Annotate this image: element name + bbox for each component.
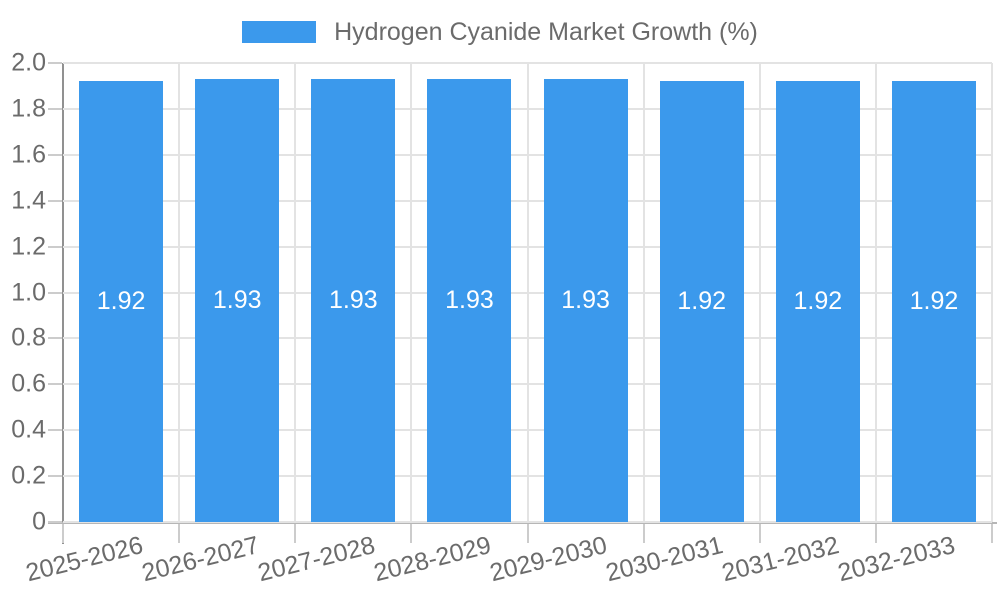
y-tick-mark [48,475,62,478]
x-tick-label: 2026-2027 [138,531,262,588]
y-tick-label: 0.4 [11,415,46,444]
y-tick-mark [48,521,62,523]
x-tick-mark [642,524,645,543]
x-tick-mark [526,524,529,543]
y-tick-label: 1.6 [11,140,46,169]
bar[interactable]: 1.93 [427,79,512,522]
v-gridline [526,63,529,522]
bar-value-label: 1.92 [909,287,959,316]
x-tick-mark [874,524,877,543]
y-tick-label: 1.4 [11,186,46,215]
bar-value-label: 1.93 [212,286,262,315]
bar-value-label: 1.92 [677,287,727,316]
v-gridline [178,63,181,522]
y-tick-mark [48,107,62,110]
bar-value-label: 1.93 [561,286,610,315]
legend-label[interactable]: Hydrogen Cyanide Market Growth (%) [334,17,758,46]
x-tick-mark [62,524,64,543]
y-tick-mark [48,62,62,64]
v-gridline [642,63,645,522]
bar[interactable]: 1.93 [195,79,280,522]
x-axis-line [48,522,997,524]
y-tick-label: 1.8 [11,94,46,123]
bar[interactable]: 1.92 [79,81,164,522]
bar-value-label: 1.93 [328,286,378,315]
y-tick-label: 0.2 [11,461,46,490]
y-axis-line [62,63,64,544]
plot-area: 1.92 1.93 1.93 1.93 1.93 1.92 1.92 1.92 [63,62,993,523]
x-tick-label: 2031-2032 [719,531,843,588]
chart-legend[interactable]: Hydrogen Cyanide Market Growth (%) [0,14,1000,50]
x-tick-label: 2027-2028 [254,531,378,588]
v-gridline [991,63,993,522]
bar[interactable]: 1.93 [311,79,396,522]
y-tick-mark [48,337,62,340]
x-tick-label: 2028-2029 [370,531,494,588]
y-tick-mark [48,429,62,432]
x-tick-mark [758,524,761,543]
bar[interactable]: 1.92 [659,81,744,522]
y-tick-mark [48,291,62,294]
x-tick-mark [178,524,181,543]
v-gridline [758,63,761,522]
y-tick-mark [48,199,62,202]
y-tick-label: 2.0 [11,48,46,77]
bar[interactable]: 1.92 [775,81,860,522]
y-tick-label: 1.0 [11,278,46,306]
bar-value-label: 1.93 [445,286,494,315]
bar[interactable]: 1.93 [543,79,628,522]
y-tick-label: 1.2 [11,232,46,261]
y-tick-mark [48,383,62,386]
x-tick-label: 2025-2026 [22,531,146,588]
y-tick-mark [48,153,62,156]
legend-swatch[interactable] [242,21,317,43]
x-tick-mark [410,524,413,543]
x-tick-label: 2030-2031 [603,531,726,588]
x-tick-mark [991,524,993,543]
y-tick-mark [48,245,62,248]
v-gridline [874,63,877,522]
bar-value-label: 1.92 [793,287,843,316]
x-tick-label: 2032-2033 [835,531,959,588]
x-tick-label: 2029-2030 [487,531,610,588]
bar[interactable]: 1.92 [891,81,976,522]
v-gridline [294,63,297,522]
bar-value-label: 1.92 [96,287,146,316]
h-gridline [63,521,992,523]
v-gridline [410,63,413,522]
x-tick-mark [294,524,297,543]
y-tick-label: 0.6 [11,369,46,398]
y-tick-label: 0.8 [11,323,46,352]
y-tick-label: 0 [32,507,46,536]
